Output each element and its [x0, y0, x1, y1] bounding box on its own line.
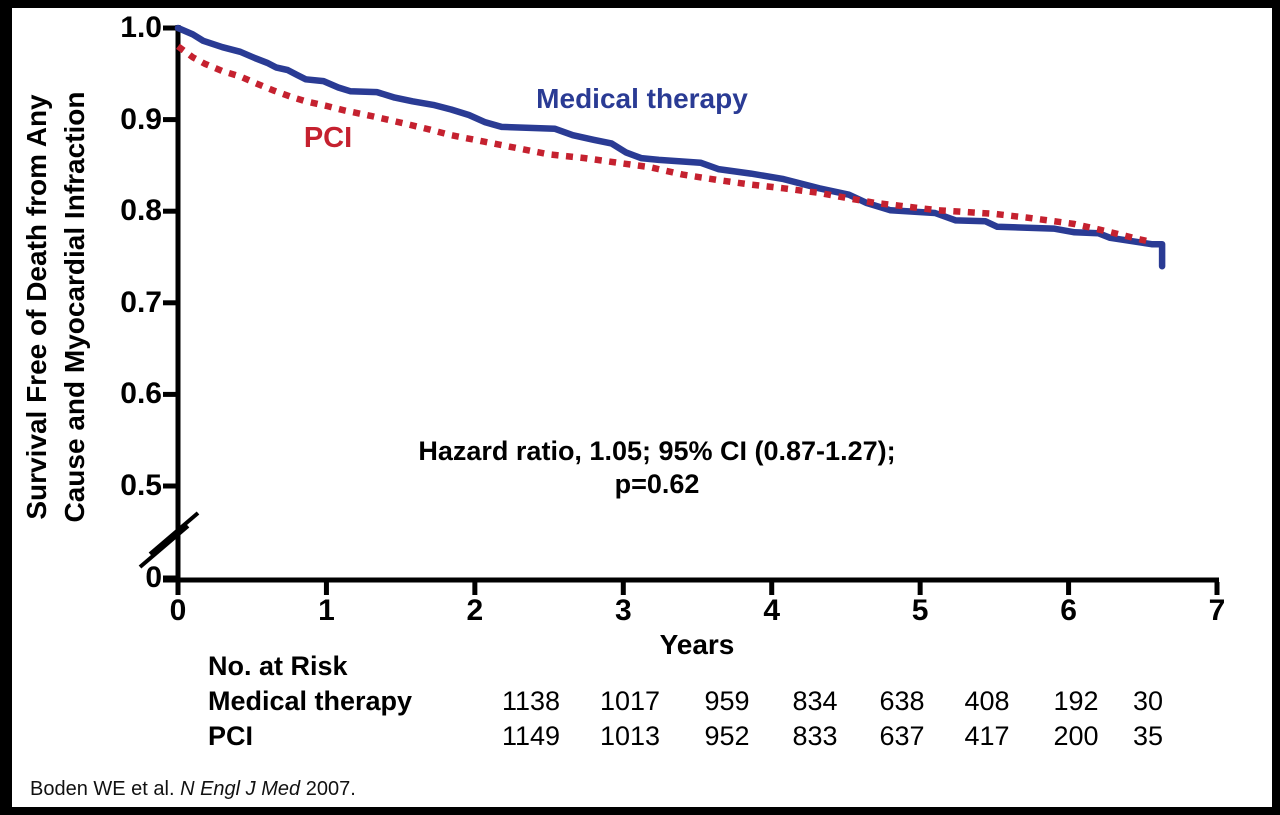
risk-value-pci-yr0: 1149 — [501, 721, 561, 751]
risk-value-pci-yr2: 952 — [704, 721, 750, 751]
citation: Boden WE et al. N Engl J Med 2007. — [30, 778, 356, 801]
x-tick-label-3: 3 — [614, 594, 632, 627]
axis-break-mark — [138, 524, 190, 569]
x-axis-title: Years — [659, 629, 735, 660]
axis-break-mark — [148, 511, 200, 556]
risk-value-medical-yr6: 192 — [1053, 686, 1099, 716]
x-tick-label-0: 0 — [169, 594, 187, 627]
risk-value-pci-yr4: 637 — [879, 721, 925, 751]
y-tick-label-0.9: 0.9 — [120, 102, 162, 136]
y-tick-label-0.6: 0.6 — [120, 377, 162, 411]
curve-pci — [176, 43, 1154, 246]
y-axis-title-line1: Survival Free of Death from Any — [21, 94, 52, 520]
x-tick-label-7: 7 — [1208, 594, 1226, 627]
risk-value-medical-yr2: 959 — [704, 686, 750, 716]
citation-authors: Boden WE et al. — [30, 778, 181, 800]
risk-value-medical-yr3: 834 — [792, 686, 838, 716]
hazard-ratio-text: Hazard ratio, 1.05; 95% CI (0.87-1.27); — [418, 436, 896, 466]
risk-value-pci-yr6: 200 — [1053, 721, 1099, 751]
citation-year: 2007. — [300, 778, 356, 800]
risk-value-pci-yr3: 833 — [792, 721, 838, 751]
curve-medical-therapy — [174, 24, 1166, 270]
p-value-text: p=0.62 — [614, 469, 700, 499]
x-tick-label-2: 2 — [466, 594, 484, 627]
series-label-pci: PCI — [303, 122, 353, 154]
risk-value-pci-yr1: 1013 — [599, 721, 661, 751]
y-tick-label-0.5: 0.5 — [120, 469, 162, 502]
risk-row-label-pci: PCI — [208, 721, 254, 751]
x-tick-label-5: 5 — [911, 594, 929, 627]
x-tick-label-6: 6 — [1060, 594, 1077, 627]
hazard-ratio-annotation: Hazard ratio, 1.05; 95% CI (0.87-1.27); … — [300, 435, 1014, 501]
y-axis-title: Survival Free of Death from Any Cause an… — [18, 27, 94, 587]
risk-row-label-medical: Medical therapy — [208, 686, 413, 716]
risk-value-medical-yr1: 1017 — [599, 686, 661, 716]
risk-value-pci-yr7: 35 — [1132, 721, 1164, 751]
y-axis-title-line2: Cause and Myocardial Infraction — [59, 91, 90, 523]
x-tick-label-4: 4 — [763, 594, 781, 627]
risk-value-medical-yr5: 408 — [964, 686, 1010, 716]
risk-value-medical-yr4: 638 — [879, 686, 925, 716]
y-tick-label-0.8: 0.8 — [120, 194, 162, 228]
y-tick-label-0.7: 0.7 — [120, 285, 162, 319]
y-tick-label-1.0: 1.0 — [120, 11, 162, 44]
risk-value-pci-yr5: 417 — [964, 721, 1010, 751]
series-label-medical-therapy: Medical therapy — [536, 83, 748, 114]
x-tick-label-1: 1 — [318, 594, 335, 627]
risk-value-medical-yr7: 30 — [1132, 686, 1164, 716]
risk-table-title: No. at Risk — [208, 651, 348, 681]
risk-value-medical-yr0: 1138 — [501, 686, 561, 716]
y-tick-label-0: 0 — [145, 561, 162, 594]
citation-journal: N Engl J Med — [180, 778, 301, 800]
